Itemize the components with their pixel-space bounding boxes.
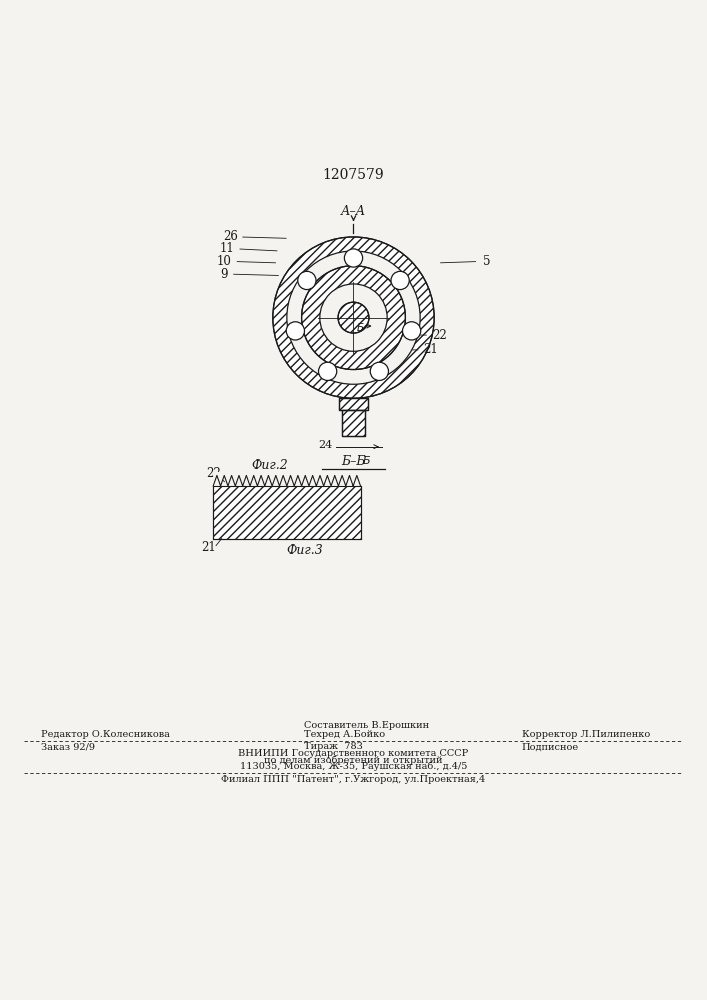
Text: Б–Б: Б–Б — [341, 455, 366, 468]
Text: 10: 10 — [216, 255, 231, 268]
Text: ВНИИПИ Государственного комитета СССР: ВНИИПИ Государственного комитета СССР — [238, 749, 469, 758]
Text: Филиал ППП "Патент", г.Ужгород, ул.Проектная,4: Филиал ППП "Патент", г.Ужгород, ул.Проек… — [221, 775, 486, 784]
Bar — [214, 486, 361, 539]
Circle shape — [319, 362, 337, 380]
Text: Фиг.2: Фиг.2 — [251, 459, 288, 472]
Text: 1207579: 1207579 — [322, 168, 385, 182]
Text: 21: 21 — [201, 541, 216, 554]
Bar — [342, 410, 365, 436]
Circle shape — [320, 284, 387, 351]
Text: А–А: А–А — [341, 205, 366, 218]
Circle shape — [338, 302, 369, 333]
Text: 22: 22 — [206, 467, 221, 480]
Text: Техред А.Бойко: Техред А.Бойко — [305, 730, 385, 739]
Text: Б: Б — [362, 456, 370, 466]
Circle shape — [298, 271, 316, 290]
Bar — [214, 486, 361, 539]
Text: 11: 11 — [220, 242, 235, 255]
Text: Б: Б — [357, 323, 364, 333]
Text: 5: 5 — [483, 255, 491, 268]
Text: Тираж  783: Тираж 783 — [305, 742, 363, 751]
Polygon shape — [214, 472, 361, 486]
Bar — [342, 410, 365, 436]
Text: 22: 22 — [432, 329, 446, 342]
Text: Заказ 92/9: Заказ 92/9 — [41, 742, 95, 751]
Circle shape — [391, 271, 409, 290]
Text: Фиг.3: Фиг.3 — [286, 544, 323, 557]
Text: по делам изобретений и открытий: по делам изобретений и открытий — [264, 755, 443, 765]
Circle shape — [344, 249, 363, 267]
Circle shape — [370, 362, 388, 380]
Text: 26: 26 — [223, 230, 238, 243]
Circle shape — [302, 266, 405, 370]
Bar — [339, 398, 368, 410]
Text: Редактор О.Колесникова: Редактор О.Колесникова — [41, 730, 170, 739]
Bar — [339, 398, 368, 410]
Text: 21: 21 — [423, 343, 438, 356]
Text: Подписное: Подписное — [522, 742, 579, 751]
Text: Корректор Л.Пилипенко: Корректор Л.Пилипенко — [522, 730, 650, 739]
Circle shape — [287, 251, 420, 384]
Circle shape — [273, 237, 434, 398]
Text: 24: 24 — [318, 440, 332, 450]
Circle shape — [286, 322, 305, 340]
Text: 113035, Москва, Ж-35, Раушская наб., д.4/5: 113035, Москва, Ж-35, Раушская наб., д.4… — [240, 762, 467, 771]
Circle shape — [402, 322, 421, 340]
Text: Составитель В.Ерошкин: Составитель В.Ерошкин — [305, 721, 430, 730]
Text: 9: 9 — [220, 268, 228, 281]
